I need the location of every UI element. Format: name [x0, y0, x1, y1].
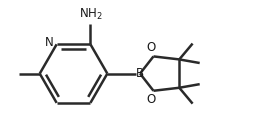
Text: O: O: [147, 93, 156, 106]
Text: N: N: [45, 36, 53, 49]
Text: B: B: [136, 67, 144, 80]
Text: NH$_2$: NH$_2$: [78, 7, 102, 22]
Text: O: O: [147, 41, 156, 54]
